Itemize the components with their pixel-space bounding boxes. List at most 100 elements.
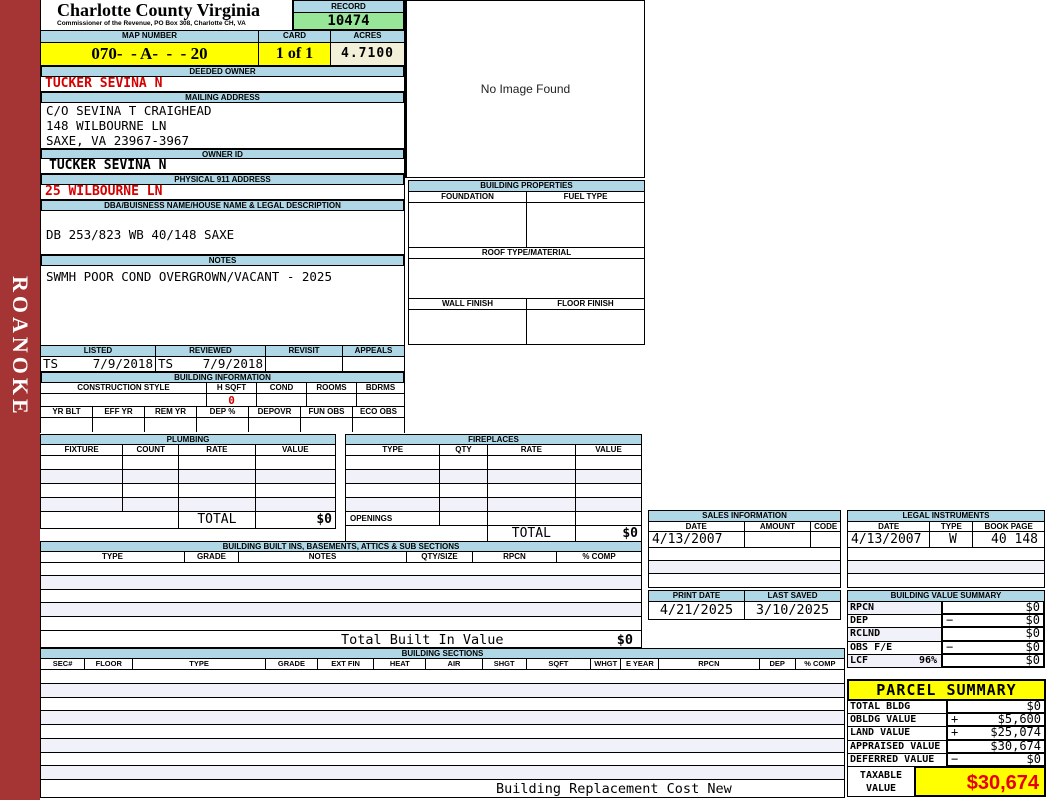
table-row [41, 725, 844, 739]
fireplaces-header: FIREPLACES [346, 434, 641, 445]
grade-label: GRADE [185, 552, 239, 562]
floor-finish-label: FLOOR FINISH [557, 299, 614, 308]
sales-row: 4/13/2007 [649, 532, 840, 548]
listed-label: LISTED [41, 346, 156, 357]
plumbing-rows [41, 456, 335, 512]
physical-address-value: 25 WILBOURNE LN [41, 185, 404, 200]
rpcn-label: RPCN [850, 602, 875, 613]
construction-style-value [41, 394, 207, 406]
no-image-text: No Image Found [480, 82, 571, 96]
appeals-value [343, 357, 404, 371]
building-value-summary-panel: BUILDING VALUE SUMMARY RPCN $0 DEP − $0 R… [847, 590, 1045, 668]
yr-blt-value [41, 418, 93, 432]
land-value: $25,074 [990, 725, 1041, 740]
building-sections-table: BUILDING SECTIONS SEC# FLOOR TYPE GRADE … [40, 648, 845, 798]
table-row [41, 711, 844, 725]
ext-fin-label: EXT FIN [318, 659, 375, 669]
table-row [41, 498, 335, 512]
instrument-book-page: 40 148 [991, 532, 1038, 547]
openings-qty [440, 512, 488, 525]
rem-yr-label: REM YR [145, 407, 197, 417]
built-ins-total-label: Total Built In Value [341, 631, 504, 648]
foundation-label: FOUNDATION [409, 192, 527, 202]
eff-yr-value [93, 418, 145, 432]
fuel-type-label: FUEL TYPE [563, 192, 608, 201]
county-title-block: Charlotte County Virginia Commissioner o… [41, 0, 293, 30]
table-row [41, 670, 844, 684]
yr-blt-label: YR BLT [41, 407, 93, 417]
bdrms-label: BDRMS [365, 383, 396, 392]
building-properties-header: BUILDING PROPERTIES [409, 181, 644, 192]
building-info-row2-header: YR BLT EFF YR REM YR DEP % DEPOVR FUN OB… [41, 407, 404, 418]
fireplaces-column-headers: TYPE QTY RATE VALUE [346, 445, 641, 456]
listed-by: TS [43, 356, 59, 371]
listed-date: 7/9/2018 [92, 356, 153, 371]
table-row [649, 548, 840, 561]
print-info-headers: PRINT DATE LAST SAVED [649, 591, 840, 602]
dep-label: DEP [850, 615, 869, 627]
openings-value [576, 512, 641, 525]
summary-row: DEP − $0 [847, 613, 1045, 629]
table-row [41, 603, 641, 617]
legal-instruments-header: LEGAL INSTRUMENTS [848, 511, 1044, 522]
type-label: TYPE [930, 522, 974, 531]
mailing-address-line3: SAXE, VA 23967-3967 [46, 133, 189, 148]
eff-yr-label: EFF YR [93, 407, 145, 417]
rooms-value [307, 394, 357, 406]
summary-row: LAND VALUE + $25,074 [847, 725, 1046, 741]
sale-date: 4/13/2007 [649, 532, 745, 547]
table-row [41, 698, 844, 712]
dep-label: DEP [760, 659, 796, 669]
taxable-value: $30,674 [914, 766, 1046, 797]
building-info-row1-header: CONSTRUCTION STYLE H SQFT COND ROOMS BDR… [41, 383, 404, 394]
cond-label: COND [257, 383, 307, 393]
fireplaces-table: FIREPLACES TYPE QTY RATE VALUE OPENINGS … [345, 434, 642, 543]
property-image-placeholder: No Image Found [405, 0, 645, 178]
table-row [41, 617, 641, 630]
table-row [346, 484, 641, 498]
mailing-address-line1: C/O SEVINA T CRAIGHEAD [46, 103, 212, 118]
table-row [41, 590, 641, 604]
visits-value-row: TS 7/9/2018 TS 7/9/2018 [41, 357, 404, 372]
county-subtitle: Commissioner of the Revenue, PO Box 308,… [57, 20, 246, 27]
deeded-owner-value: TUCKER SEVINA N [41, 77, 404, 92]
total-bldg-value: $0 [1026, 699, 1041, 713]
table-row [41, 456, 335, 470]
rate-label: RATE [179, 445, 256, 455]
card-label: CARD [259, 31, 331, 43]
map-number-label: MAP NUMBER [41, 31, 259, 43]
whgt-label: WHGT [591, 659, 622, 669]
dep-op: − [946, 613, 954, 628]
record-block: RECORD 10474 [293, 0, 404, 30]
mailing-address-line2: 148 WILBOURNE LN [46, 118, 167, 133]
book-page-label: BOOK PAGE [984, 522, 1033, 531]
fun-obs-label: FUN OBS [301, 407, 353, 417]
sale-amount [745, 532, 812, 547]
parcel-summary-header: PARCEL SUMMARY [847, 679, 1046, 701]
summary-row: APPRAISED VALUE $30,674 [847, 739, 1046, 754]
dep-value: $0 [1025, 613, 1040, 628]
deferred-value-op: − [951, 751, 959, 766]
pct-comp-label: % COMP [582, 552, 616, 561]
built-ins-header: BUILDING BUILT INS, BASEMENTS, ATTICS & … [41, 541, 641, 552]
hsqft-label: H SQFT [207, 383, 257, 393]
date-label: DATE [848, 522, 931, 531]
reviewed-date: 7/9/2018 [202, 356, 263, 371]
built-ins-total-value: $0 [616, 631, 633, 648]
value-label: VALUE [282, 445, 309, 454]
rclnd-label: RCLND [850, 628, 881, 640]
lcf-label: LCF [850, 654, 869, 666]
rpcn-value: $0 [1025, 600, 1040, 614]
notes-header: NOTES [41, 255, 404, 266]
summary-row: DEFERRED VALUE − $0 [847, 751, 1046, 767]
card-value: 1 of 1 [259, 43, 331, 65]
table-row [41, 470, 335, 484]
sqft-label: SQFT [527, 659, 591, 669]
qty-size-label: QTY/SIZE [407, 552, 473, 562]
obs-fe-value: $0 [1025, 639, 1040, 654]
plumbing-total-row: TOTAL $0 [41, 512, 335, 528]
floor-finish-value [527, 310, 644, 344]
grade-label: GRADE [266, 659, 318, 669]
table-row [848, 561, 1044, 574]
foundation-value [409, 203, 527, 247]
